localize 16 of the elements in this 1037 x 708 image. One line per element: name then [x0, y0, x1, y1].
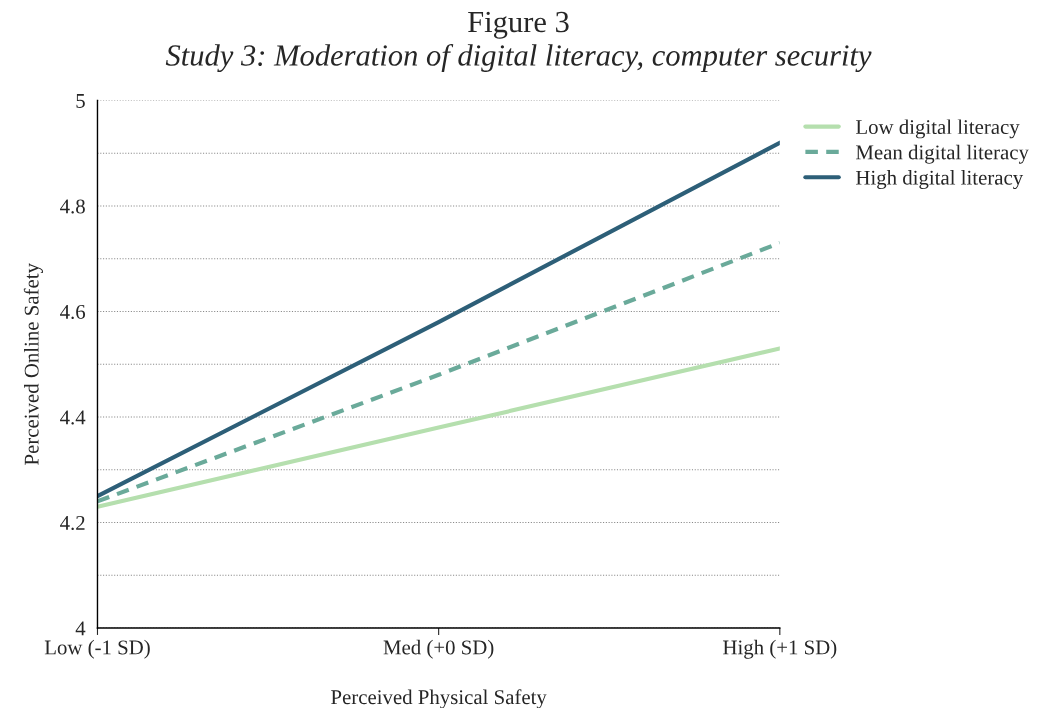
- x-axis-title: Perceived Physical Safety: [331, 689, 547, 708]
- legend-label: Mean digital literacy: [856, 144, 1029, 164]
- chart-subtitle: Study 3: Moderation of digital literacy, computer security: [165, 44, 872, 73]
- y-tick-label: 4.2: [60, 515, 85, 531]
- chart-title: Figure 3: [468, 11, 569, 39]
- legend-label: High digital literacy: [856, 170, 1024, 190]
- y-tick-label: 4.6: [60, 304, 86, 320]
- legend-label: Low digital literacy: [856, 119, 1020, 139]
- y-tick-label: 4: [75, 621, 86, 636]
- x-tick-label: Med (+0 SD): [383, 639, 494, 659]
- y-tick-label: 4.4: [60, 410, 86, 425]
- x-tick-label: Low (-1 SD): [44, 639, 150, 659]
- y-tick-label: 4.8: [60, 199, 85, 214]
- x-tick-label: High (+1 SD): [723, 639, 837, 659]
- y-tick-label: 5: [76, 94, 85, 108]
- y-axis-title: Perceived Online Safety: [23, 263, 43, 465]
